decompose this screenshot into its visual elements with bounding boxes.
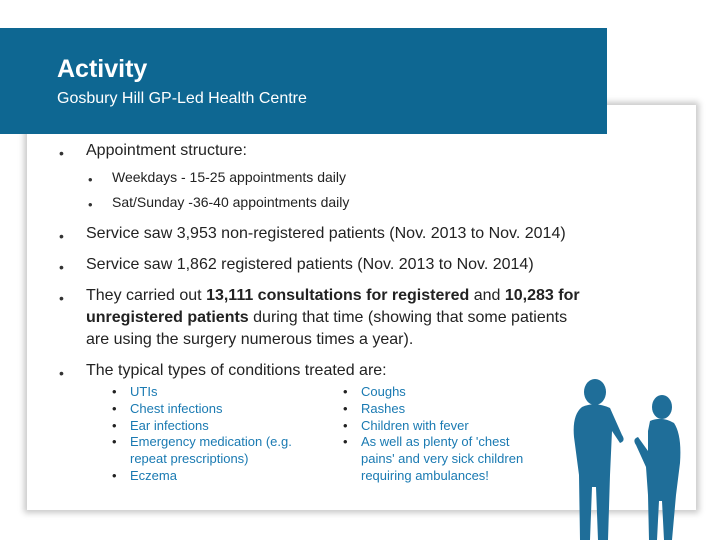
- consultations-line-2: unregistered patients during that time (…: [86, 309, 568, 326]
- appointment-weekdays: Weekdays - 15-25 appointments daily: [112, 169, 346, 185]
- page-subtitle: Gosbury Hill GP-Led Health Centre: [57, 90, 307, 107]
- registered-stat: Service saw 1,862 registered patients (N…: [86, 256, 534, 273]
- bullet-icon: •: [88, 197, 93, 212]
- header-banner: [0, 28, 607, 134]
- list-item: • Ear infections: [112, 417, 209, 433]
- consultations-line-3: are using the surgery numerous times a y…: [86, 331, 414, 348]
- bullet-icon: •: [59, 145, 64, 161]
- conditions-heading: The typical types of conditions treated …: [86, 362, 387, 379]
- conditions-list-left: • UTIs • Chest infections • Ear infections …: [112, 384, 292, 485]
- bullet-icon: •: [59, 228, 64, 244]
- conditions-list-right: • Coughs • Rashes • Children with fever • As…: [343, 384, 523, 485]
- two-people-talking-silhouette-icon: [573, 379, 681, 540]
- list-item-continued: repeat prescriptions): [130, 451, 249, 467]
- consultations-line-1: They carried out 13,111 consultations fo…: [86, 287, 580, 304]
- list-item: • Coughs: [343, 384, 406, 399]
- bullet-icon: •: [88, 172, 93, 187]
- list-item: • UTIs: [112, 384, 158, 399]
- appointment-weekend: Sat/Sunday -36-40 appointments daily: [112, 194, 350, 210]
- page-title: Activity: [57, 55, 148, 83]
- list-item-continued: requiring ambulances!: [361, 467, 489, 483]
- list-item: • Rashes: [343, 400, 406, 416]
- bullet-icon: •: [59, 365, 64, 381]
- list-item: • Children with fever: [343, 417, 469, 433]
- bullet-icon: •: [59, 259, 64, 275]
- list-item-continued: pains' and very sick children: [361, 451, 524, 467]
- bullet-icon: •: [59, 290, 64, 306]
- list-item: • Eczema: [112, 467, 177, 483]
- non-registered-stat: Service saw 3,953 non-registered patient…: [86, 225, 566, 242]
- appointment-heading: Appointment structure:: [86, 142, 247, 159]
- consultations-stat: They carried out 13,111 consultations fo…: [86, 285, 580, 351]
- list-item: • Emergency medication (e.g.: [112, 434, 292, 450]
- list-item: • Chest infections: [112, 400, 223, 416]
- list-item: • As well as plenty of 'chest: [343, 434, 510, 450]
